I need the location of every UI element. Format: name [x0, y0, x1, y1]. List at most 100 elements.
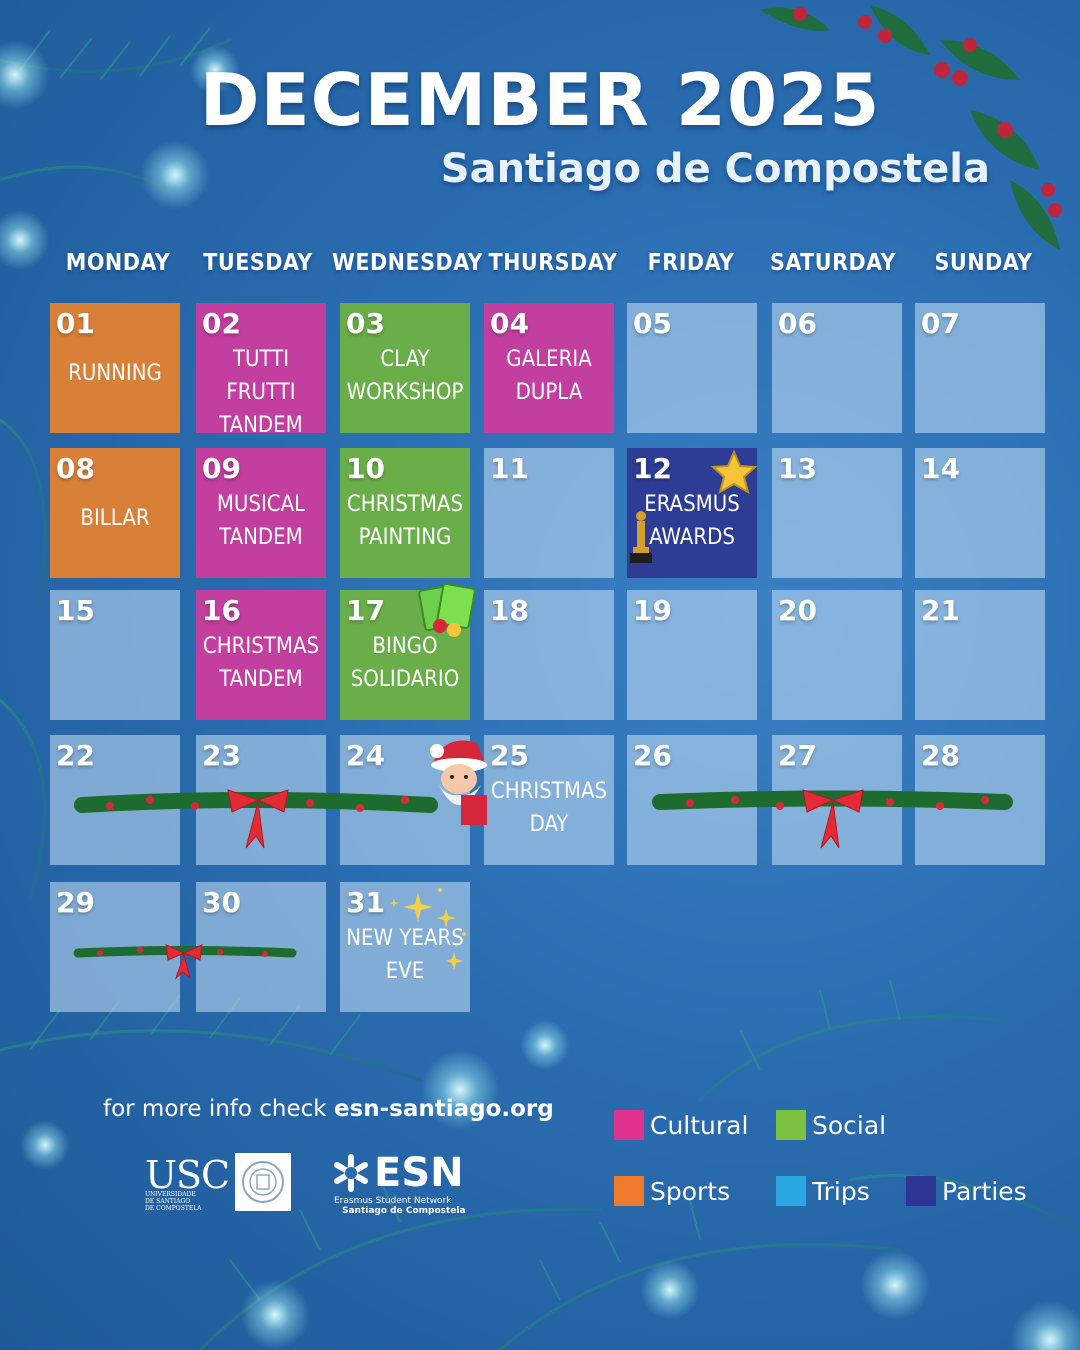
day-number: 03 [346, 307, 385, 340]
esn-logo-text: ESN [374, 1150, 464, 1196]
day-number: 29 [56, 886, 95, 919]
esn-star-icon [334, 1154, 368, 1192]
calendar-day-cell: 23 [196, 735, 326, 865]
usc-logo-text: USC [145, 1152, 230, 1197]
legend-item-cultural: Cultural [614, 1110, 748, 1140]
event-title: ERASMUS AWARDS [627, 488, 757, 554]
event-title: CHRISTMAS TANDEM [196, 630, 326, 696]
event-title-line: ERASMUS [644, 492, 740, 517]
calendar-day-cell: 22 [50, 735, 180, 865]
event-title: MUSICAL TANDEM [196, 488, 326, 554]
event-title-line: DAY [529, 812, 569, 837]
day-number: 21 [921, 594, 960, 627]
event-title: GALERIA DUPLA [484, 343, 614, 409]
event-title-line: DUPLA [515, 380, 583, 405]
calendar-day-cell: 28 [915, 735, 1045, 865]
event-title-line: AWARDS [649, 525, 735, 550]
calendar-day-cell: 16 CHRISTMAS TANDEM [196, 590, 326, 720]
event-title-line: BINGO [372, 634, 438, 659]
calendar-day-cell: 26 [627, 735, 757, 865]
legend-swatch [906, 1176, 936, 1206]
page-title: DECEMBER 2025 [199, 58, 881, 142]
day-number: 31 [346, 886, 385, 919]
day-number: 10 [346, 452, 385, 485]
event-title-line: RUNNING [68, 361, 162, 386]
info-website-link[interactable]: esn-santiago.org [333, 1096, 554, 1122]
day-number: 05 [633, 307, 672, 340]
day-number: 01 [56, 307, 95, 340]
event-title-line: GALERIA [506, 347, 592, 372]
info-prefix: for more info check [103, 1096, 327, 1122]
event-title-line: WORKSHOP [346, 380, 464, 405]
calendar-day-cell: 06 [772, 303, 902, 433]
santa-claus-icon [430, 740, 487, 825]
calendar-day-cell: 19 [627, 590, 757, 720]
legend-swatch [776, 1110, 806, 1140]
event-title-line: EVE [385, 959, 425, 984]
day-number: 17 [346, 594, 385, 627]
sparkles-icon [389, 888, 466, 970]
legend-item-trips: Trips [776, 1176, 870, 1206]
day-number: 02 [202, 307, 241, 340]
calendar-day-cell: 31 NEW YEARS EVE [340, 882, 470, 1012]
event-title-line: TUTTI FRUTTI [226, 347, 296, 405]
weekday-label: WEDNESDAY [332, 250, 483, 276]
calendar-day-cell: 12 ERASMUS AWARDS [627, 448, 757, 578]
weekday-label: TUESDAY [203, 250, 313, 276]
usc-logo: USC UNIVERSIDADE DE SANTIAGO DE COMPOSTE… [145, 1152, 295, 1212]
calendar-day-cell: 30 [196, 882, 326, 1012]
event-title: TUTTI FRUTTI TANDEM [196, 343, 326, 442]
day-number: 16 [202, 594, 241, 627]
event-title: RUNNING [50, 357, 180, 390]
day-number: 09 [202, 452, 241, 485]
day-number: 25 [490, 739, 529, 772]
event-title: CHRISTMAS DAY [484, 775, 614, 841]
day-number: 08 [56, 452, 95, 485]
calendar-day-cell: 11 [484, 448, 614, 578]
calendar-day-cell: 01 RUNNING [50, 303, 180, 433]
day-number: 20 [778, 594, 817, 627]
event-title: NEW YEARS EVE [340, 922, 470, 988]
day-number: 14 [921, 452, 960, 485]
event-title-line: BILLAR [80, 506, 150, 531]
day-number: 22 [56, 739, 95, 772]
calendar-day-cell: 27 [772, 735, 902, 865]
event-title: BINGO SOLIDARIO [340, 630, 470, 696]
day-number: 19 [633, 594, 672, 627]
calendar-day-cell: 18 [484, 590, 614, 720]
day-number: 07 [921, 307, 960, 340]
calendar-day-cell: 14 [915, 448, 1045, 578]
esn-logo: ESN Erasmus Student Network Santiago de … [332, 1150, 472, 1216]
legend-item-parties: Parties [906, 1176, 1027, 1206]
event-title: BILLAR [50, 502, 180, 535]
day-number: 04 [490, 307, 529, 340]
day-number: 28 [921, 739, 960, 772]
page-subtitle: Santiago de Compostela [440, 146, 990, 192]
event-title-line: TANDEM [219, 525, 303, 550]
day-number: 18 [490, 594, 529, 627]
day-number: 06 [778, 307, 817, 340]
usc-logo-subtitle: UNIVERSIDADE DE SANTIAGO DE COMPOSTELA [145, 1190, 202, 1212]
day-number: 26 [633, 739, 672, 772]
weekday-label: SATURDAY [770, 250, 896, 276]
legend-item-social: Social [776, 1110, 886, 1140]
usc-seal-icon [235, 1153, 292, 1211]
event-title-line: CLAY [380, 347, 430, 372]
calendar-day-cell: 10 CHRISTMAS PAINTING [340, 448, 470, 578]
calendar-day-cell: 04 GALERIA DUPLA [484, 303, 614, 433]
calendar-day-cell: 08 BILLAR [50, 448, 180, 578]
event-title-line: PAINTING [358, 525, 452, 550]
event-title-line: TANDEM [219, 413, 303, 438]
calendar-day-cell: 21 [915, 590, 1045, 720]
calendar-day-cell: 03 CLAY WORKSHOP [340, 303, 470, 433]
event-title: CHRISTMAS PAINTING [340, 488, 470, 554]
event-title-line: SOLIDARIO [350, 667, 460, 692]
legend-swatch [614, 1176, 644, 1206]
esn-logo-subtitle: Erasmus Student Network [334, 1196, 452, 1206]
day-number: 27 [778, 739, 817, 772]
star-trophy-icon [630, 449, 757, 563]
calendar-day-cell: 05 [627, 303, 757, 433]
day-number: 12 [633, 452, 672, 485]
